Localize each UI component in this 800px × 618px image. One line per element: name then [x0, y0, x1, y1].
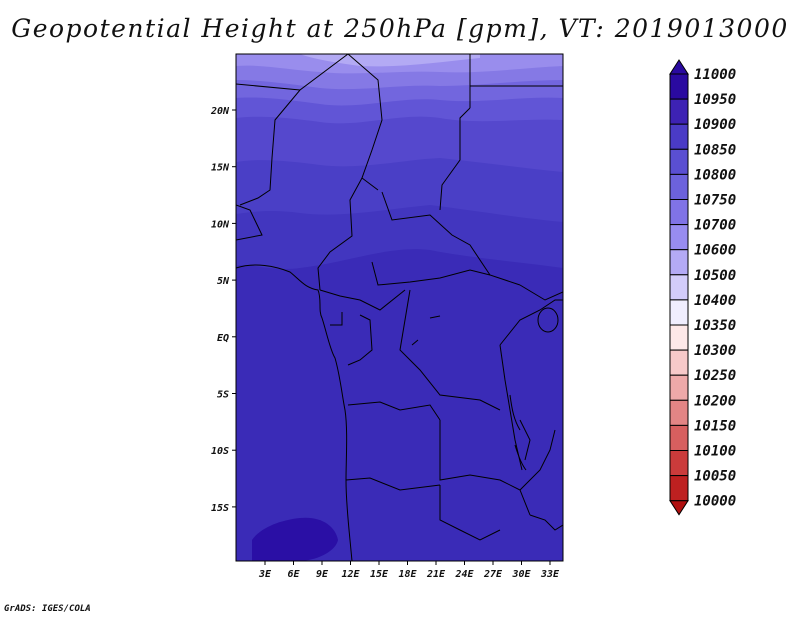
colorbar-label: 10850: [694, 142, 736, 158]
colorbar-label: 10950: [694, 92, 736, 108]
lat-tick-label: EQ: [217, 333, 229, 344]
lon-tick-label: 9E: [316, 569, 329, 580]
colorbar-bottom-arrow: [669, 500, 689, 516]
country-borders: [236, 54, 563, 561]
lat-tick-label: 10N: [211, 219, 230, 230]
colorbar-label: 10000: [694, 494, 736, 510]
colorbar-label: 10050: [694, 469, 736, 485]
colorbar-label: 10900: [694, 117, 736, 133]
colorbar-segment: [669, 148, 689, 175]
map-frame: [235, 53, 564, 562]
colorbar-segment: [669, 249, 689, 276]
colorbar-label: 10600: [694, 243, 736, 259]
lat-tick-label: 5S: [217, 390, 229, 401]
lon-tick-label: 27E: [483, 569, 503, 580]
colorbar-segment: [669, 424, 689, 451]
grads-credit: GrADS: IGES/COLA: [4, 604, 91, 614]
colorbar-segment: [669, 324, 689, 351]
lon-tick-label: 21E: [426, 569, 446, 580]
colorbar-top-arrow: [669, 59, 689, 75]
lon-tick-label: 15E: [370, 569, 389, 580]
low-10950-south: [252, 517, 338, 561]
colorbar: 11000 10950 10900 10850 10800 10750 10700 10600…: [669, 59, 736, 516]
lat-tick-label: 15N: [211, 163, 230, 174]
latitude-axis: 20N 15N 10N 5N EQ 5S 10S 15S: [210, 106, 236, 514]
colorbar-segment: [669, 98, 689, 125]
colorbar-segment: [669, 299, 689, 326]
colorbar-label: 10750: [694, 193, 736, 209]
lon-tick-label: 12E: [341, 569, 360, 580]
map-panel: [236, 54, 563, 561]
lon-tick-label: 30E: [511, 569, 531, 580]
colorbar-segment: [669, 349, 689, 376]
colorbar-segment: [669, 224, 689, 251]
colorbar-label: 10150: [694, 418, 736, 434]
colorbar-segment: [669, 123, 689, 150]
colorbar-segment: [669, 173, 689, 200]
colorbar-label: 10700: [694, 218, 736, 234]
longitude-axis: 3E 6E 9E 12E 15E 18E 21E 24E 27E 30E 33E: [258, 561, 560, 580]
lat-tick-label: 20N: [210, 106, 230, 117]
colorbar-label: 10400: [694, 293, 736, 309]
lon-tick-label: 33E: [540, 569, 560, 580]
colorbar-segment: [669, 399, 689, 426]
lon-tick-label: 24E: [454, 569, 474, 580]
lat-tick-label: 15S: [211, 503, 229, 514]
colorbar-segment: [669, 73, 689, 100]
lon-tick-label: 6E: [287, 569, 300, 580]
lon-tick-label: 3E: [258, 569, 272, 580]
colorbar-segment: [669, 274, 689, 301]
colorbar-segment: [669, 199, 689, 226]
colorbar-segment: [669, 450, 689, 477]
colorbar-label: 10350: [694, 318, 736, 334]
lat-tick-label: 5N: [217, 276, 230, 287]
colorbar-label: 10250: [694, 368, 736, 384]
colorbar-segment: [669, 475, 689, 502]
colorbar-label: 10800: [694, 167, 736, 183]
plot-title: Geopotential Height at 250hPa [gpm], VT:…: [11, 14, 789, 43]
colorbar-label: 10300: [694, 343, 736, 359]
lat-tick-label: 10S: [211, 446, 229, 457]
lakes: [411, 307, 559, 471]
colorbar-label: 10200: [694, 393, 736, 409]
band-10600: [300, 54, 480, 67]
colorbar-label: 10500: [694, 268, 736, 284]
lon-tick-label: 18E: [398, 569, 417, 580]
colorbar-label: 10100: [694, 444, 736, 460]
colorbar-segment: [669, 374, 689, 401]
colorbar-label: 11000: [694, 67, 736, 83]
